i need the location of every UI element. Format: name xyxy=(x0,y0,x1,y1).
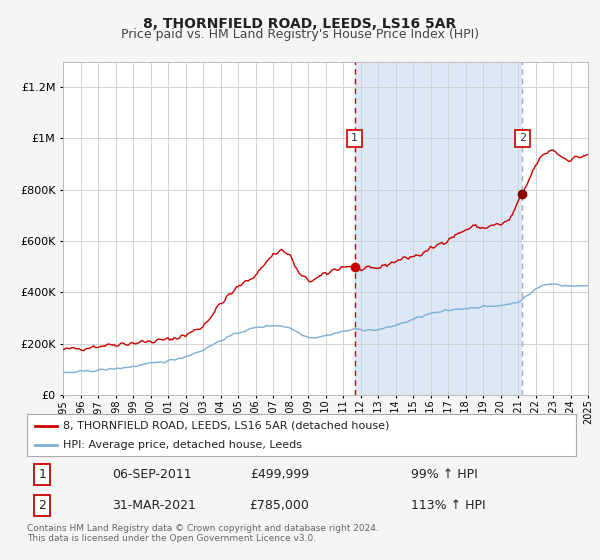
Text: Price paid vs. HM Land Registry's House Price Index (HPI): Price paid vs. HM Land Registry's House … xyxy=(121,28,479,41)
Text: Contains HM Land Registry data © Crown copyright and database right 2024.
This d: Contains HM Land Registry data © Crown c… xyxy=(27,524,379,543)
Bar xyxy=(355,62,523,395)
Text: 06-SEP-2011: 06-SEP-2011 xyxy=(112,468,192,482)
Text: 31-MAR-2021: 31-MAR-2021 xyxy=(112,498,196,512)
Text: 1: 1 xyxy=(351,133,358,143)
Text: 99% ↑ HPI: 99% ↑ HPI xyxy=(412,468,478,482)
Text: HPI: Average price, detached house, Leeds: HPI: Average price, detached house, Leed… xyxy=(62,440,302,450)
Text: 2: 2 xyxy=(519,133,526,143)
Text: £785,000: £785,000 xyxy=(250,498,310,512)
Text: 1: 1 xyxy=(38,468,46,482)
Text: £499,999: £499,999 xyxy=(250,468,309,482)
Text: 8, THORNFIELD ROAD, LEEDS, LS16 5AR (detached house): 8, THORNFIELD ROAD, LEEDS, LS16 5AR (det… xyxy=(62,421,389,431)
Text: 8, THORNFIELD ROAD, LEEDS, LS16 5AR: 8, THORNFIELD ROAD, LEEDS, LS16 5AR xyxy=(143,17,457,31)
Text: 2: 2 xyxy=(38,498,46,512)
Text: 113% ↑ HPI: 113% ↑ HPI xyxy=(412,498,486,512)
